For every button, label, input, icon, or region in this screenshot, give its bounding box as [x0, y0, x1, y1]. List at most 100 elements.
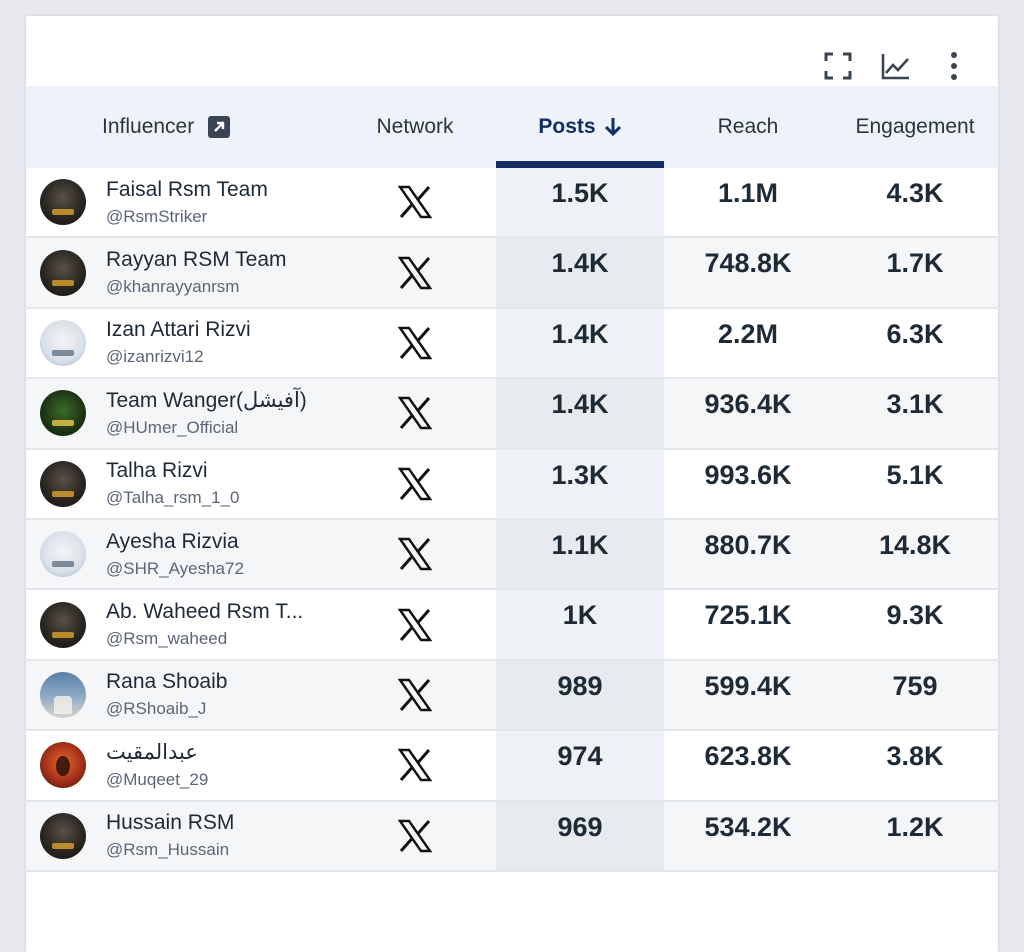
table-row[interactable]: Rana Shoaib @RShoaib_J 989 599.4K 759	[26, 660, 998, 732]
reach-cell: 725.1K	[664, 590, 832, 658]
reach-value: 534.2K	[704, 811, 792, 842]
influencer-name[interactable]: Faisal Rsm Team	[106, 177, 268, 201]
table-row[interactable]: Ayesha Rizvia @SHR_Ayesha72 1.1K 880.7K …	[26, 519, 998, 591]
influencer-cell[interactable]: Faisal Rsm Team @RsmStriker	[26, 168, 334, 236]
posts-cell: 1K	[496, 590, 664, 659]
influencer-name[interactable]: Rana Shoaib	[106, 670, 228, 694]
avatar[interactable]	[40, 179, 86, 226]
more-options-button[interactable]	[938, 50, 970, 82]
avatar[interactable]	[40, 390, 86, 437]
network-cell	[334, 520, 496, 588]
influencer-handle: @RsmStriker	[106, 206, 208, 226]
influencer-handle: @Muqeet_29	[106, 769, 209, 789]
influencer-name[interactable]: عبدالمقیت	[106, 740, 198, 764]
posts-cell: 1.5K	[496, 168, 664, 237]
engagement-value: 14.8K	[878, 529, 952, 560]
avatar[interactable]	[40, 460, 86, 507]
posts-cell: 1.3K	[496, 449, 664, 518]
x-logo-icon	[398, 819, 432, 852]
reach-cell: 993.6K	[664, 450, 832, 518]
table-row[interactable]: Hussain RSM @Rsm_Hussain 969 534.2K 1.2K	[26, 801, 998, 872]
avatar[interactable]	[40, 671, 86, 718]
influencer-handle: @SHR_Ayesha72	[106, 558, 244, 578]
reach-value: 880.7K	[704, 529, 792, 560]
influencer-handle: @Rsm_Hussain	[106, 840, 230, 860]
column-header-engagement[interactable]: Engagement	[832, 86, 998, 168]
table-row[interactable]: Ab. Waheed Rsm T... @Rsm_waheed 1K 725.1…	[26, 590, 998, 661]
avatar[interactable]	[40, 601, 86, 648]
influencer-name[interactable]: Rayyan RSM Team	[106, 248, 287, 272]
influencer-cell[interactable]: Ayesha Rizvia @SHR_Ayesha72	[26, 520, 334, 588]
x-logo-icon	[398, 467, 432, 500]
engagement-cell: 9.3K	[832, 590, 998, 658]
network-cell	[334, 309, 496, 377]
avatar[interactable]	[40, 249, 86, 296]
posts-value: 1K	[562, 600, 598, 631]
table-row[interactable]: Izan Attari Rizvi @izanrizvi12 1.4K 2.2M…	[26, 308, 998, 380]
fullscreen-button[interactable]	[822, 50, 854, 82]
influencer-info: Izan Attari Rizvi @izanrizvi12	[106, 317, 251, 368]
engagement-value: 3.8K	[886, 741, 944, 772]
x-logo-icon	[398, 397, 432, 430]
table-row[interactable]: عبدالمقیت @Muqeet_29 974 623.8K 3.8K	[26, 731, 998, 802]
table-row[interactable]: Faisal Rsm Team @RsmStriker 1.5K 1.1M 4.…	[26, 168, 998, 239]
influencer-name[interactable]: Team Wanger(آفیشل)	[106, 388, 307, 412]
influencer-cell[interactable]: Rana Shoaib @RShoaib_J	[26, 661, 334, 729]
influencer-name[interactable]: Ayesha Rizvia	[106, 529, 239, 553]
avatar[interactable]	[40, 812, 86, 859]
reach-cell: 2.2M	[664, 309, 832, 377]
network-cell	[334, 661, 496, 729]
influencer-cell[interactable]: Team Wanger(آفیشل) @HUmer_Official	[26, 379, 334, 447]
table-row[interactable]: Talha Rizvi @Talha_rsm_1_0 1.3K 993.6K 5…	[26, 449, 998, 520]
influencer-handle: @RShoaib_J	[106, 699, 207, 719]
external-link-icon[interactable]	[208, 116, 231, 138]
engagement-value: 9.3K	[886, 600, 944, 631]
column-header-influencer[interactable]: Influencer	[26, 86, 334, 168]
avatar[interactable]	[40, 742, 86, 789]
influencer-cell[interactable]: Ab. Waheed Rsm T... @Rsm_waheed	[26, 590, 334, 658]
posts-cell: 1.1K	[496, 519, 664, 589]
engagement-cell: 6.3K	[832, 309, 998, 377]
reach-cell: 599.4K	[664, 661, 832, 729]
influencer-info: Hussain RSM @Rsm_Hussain	[106, 810, 234, 861]
posts-value: 974	[557, 741, 603, 772]
column-header-network[interactable]: Network	[334, 86, 496, 168]
influencer-info: Ab. Waheed Rsm T... @Rsm_waheed	[106, 599, 303, 650]
posts-cell: 1.4K	[496, 238, 664, 307]
x-logo-icon	[398, 608, 432, 641]
influencer-name[interactable]: Talha Rizvi	[106, 459, 208, 483]
influencer-cell[interactable]: Rayyan RSM Team @khanrayyanrsm	[26, 238, 334, 306]
reach-value: 2.2M	[717, 318, 779, 349]
influencer-info: Team Wanger(آفیشل) @HUmer_Official	[106, 388, 307, 439]
engagement-cell: 3.1K	[832, 379, 998, 447]
x-logo-icon	[398, 749, 432, 782]
engagement-cell: 1.2K	[832, 802, 998, 870]
influencer-cell[interactable]: Hussain RSM @Rsm_Hussain	[26, 802, 334, 870]
reach-value: 993.6K	[704, 459, 792, 490]
influencer-info: Rayyan RSM Team @khanrayyanrsm	[106, 247, 287, 298]
table-row[interactable]: Rayyan RSM Team @khanrayyanrsm 1.4K 748.…	[26, 238, 998, 309]
x-logo-icon	[398, 678, 432, 712]
influencer-cell[interactable]: عبدالمقیت @Muqeet_29	[26, 731, 334, 799]
influencer-name[interactable]: Hussain RSM	[106, 811, 235, 835]
avatar[interactable]	[40, 531, 86, 578]
influencer-name[interactable]: Izan Attari Rizvi	[106, 318, 251, 342]
chart-view-button[interactable]	[880, 50, 912, 82]
reach-cell: 880.7K	[664, 520, 832, 588]
reach-value: 936.4K	[704, 389, 792, 420]
influencer-cell[interactable]: Talha Rizvi @Talha_rsm_1_0	[26, 450, 334, 518]
card-toolbar	[822, 46, 970, 86]
posts-value: 1.4K	[551, 389, 609, 420]
reach-value: 623.8K	[704, 741, 792, 772]
influencer-table-card: Influencer Network Posts Reach Engagemen…	[26, 16, 998, 952]
table-row[interactable]: Team Wanger(آفیشل) @HUmer_Official 1.4K …	[26, 379, 998, 450]
influencer-name[interactable]: Ab. Waheed Rsm T...	[106, 600, 304, 624]
influencer-info: Rana Shoaib @RShoaib_J	[106, 669, 227, 720]
column-label-engagement: Engagement	[855, 115, 975, 138]
x-logo-icon	[398, 256, 432, 289]
influencer-cell[interactable]: Izan Attari Rizvi @izanrizvi12	[26, 309, 334, 377]
avatar[interactable]	[40, 319, 86, 366]
posts-cell: 969	[496, 801, 664, 870]
column-header-reach[interactable]: Reach	[664, 86, 832, 168]
column-header-posts[interactable]: Posts	[496, 86, 664, 168]
